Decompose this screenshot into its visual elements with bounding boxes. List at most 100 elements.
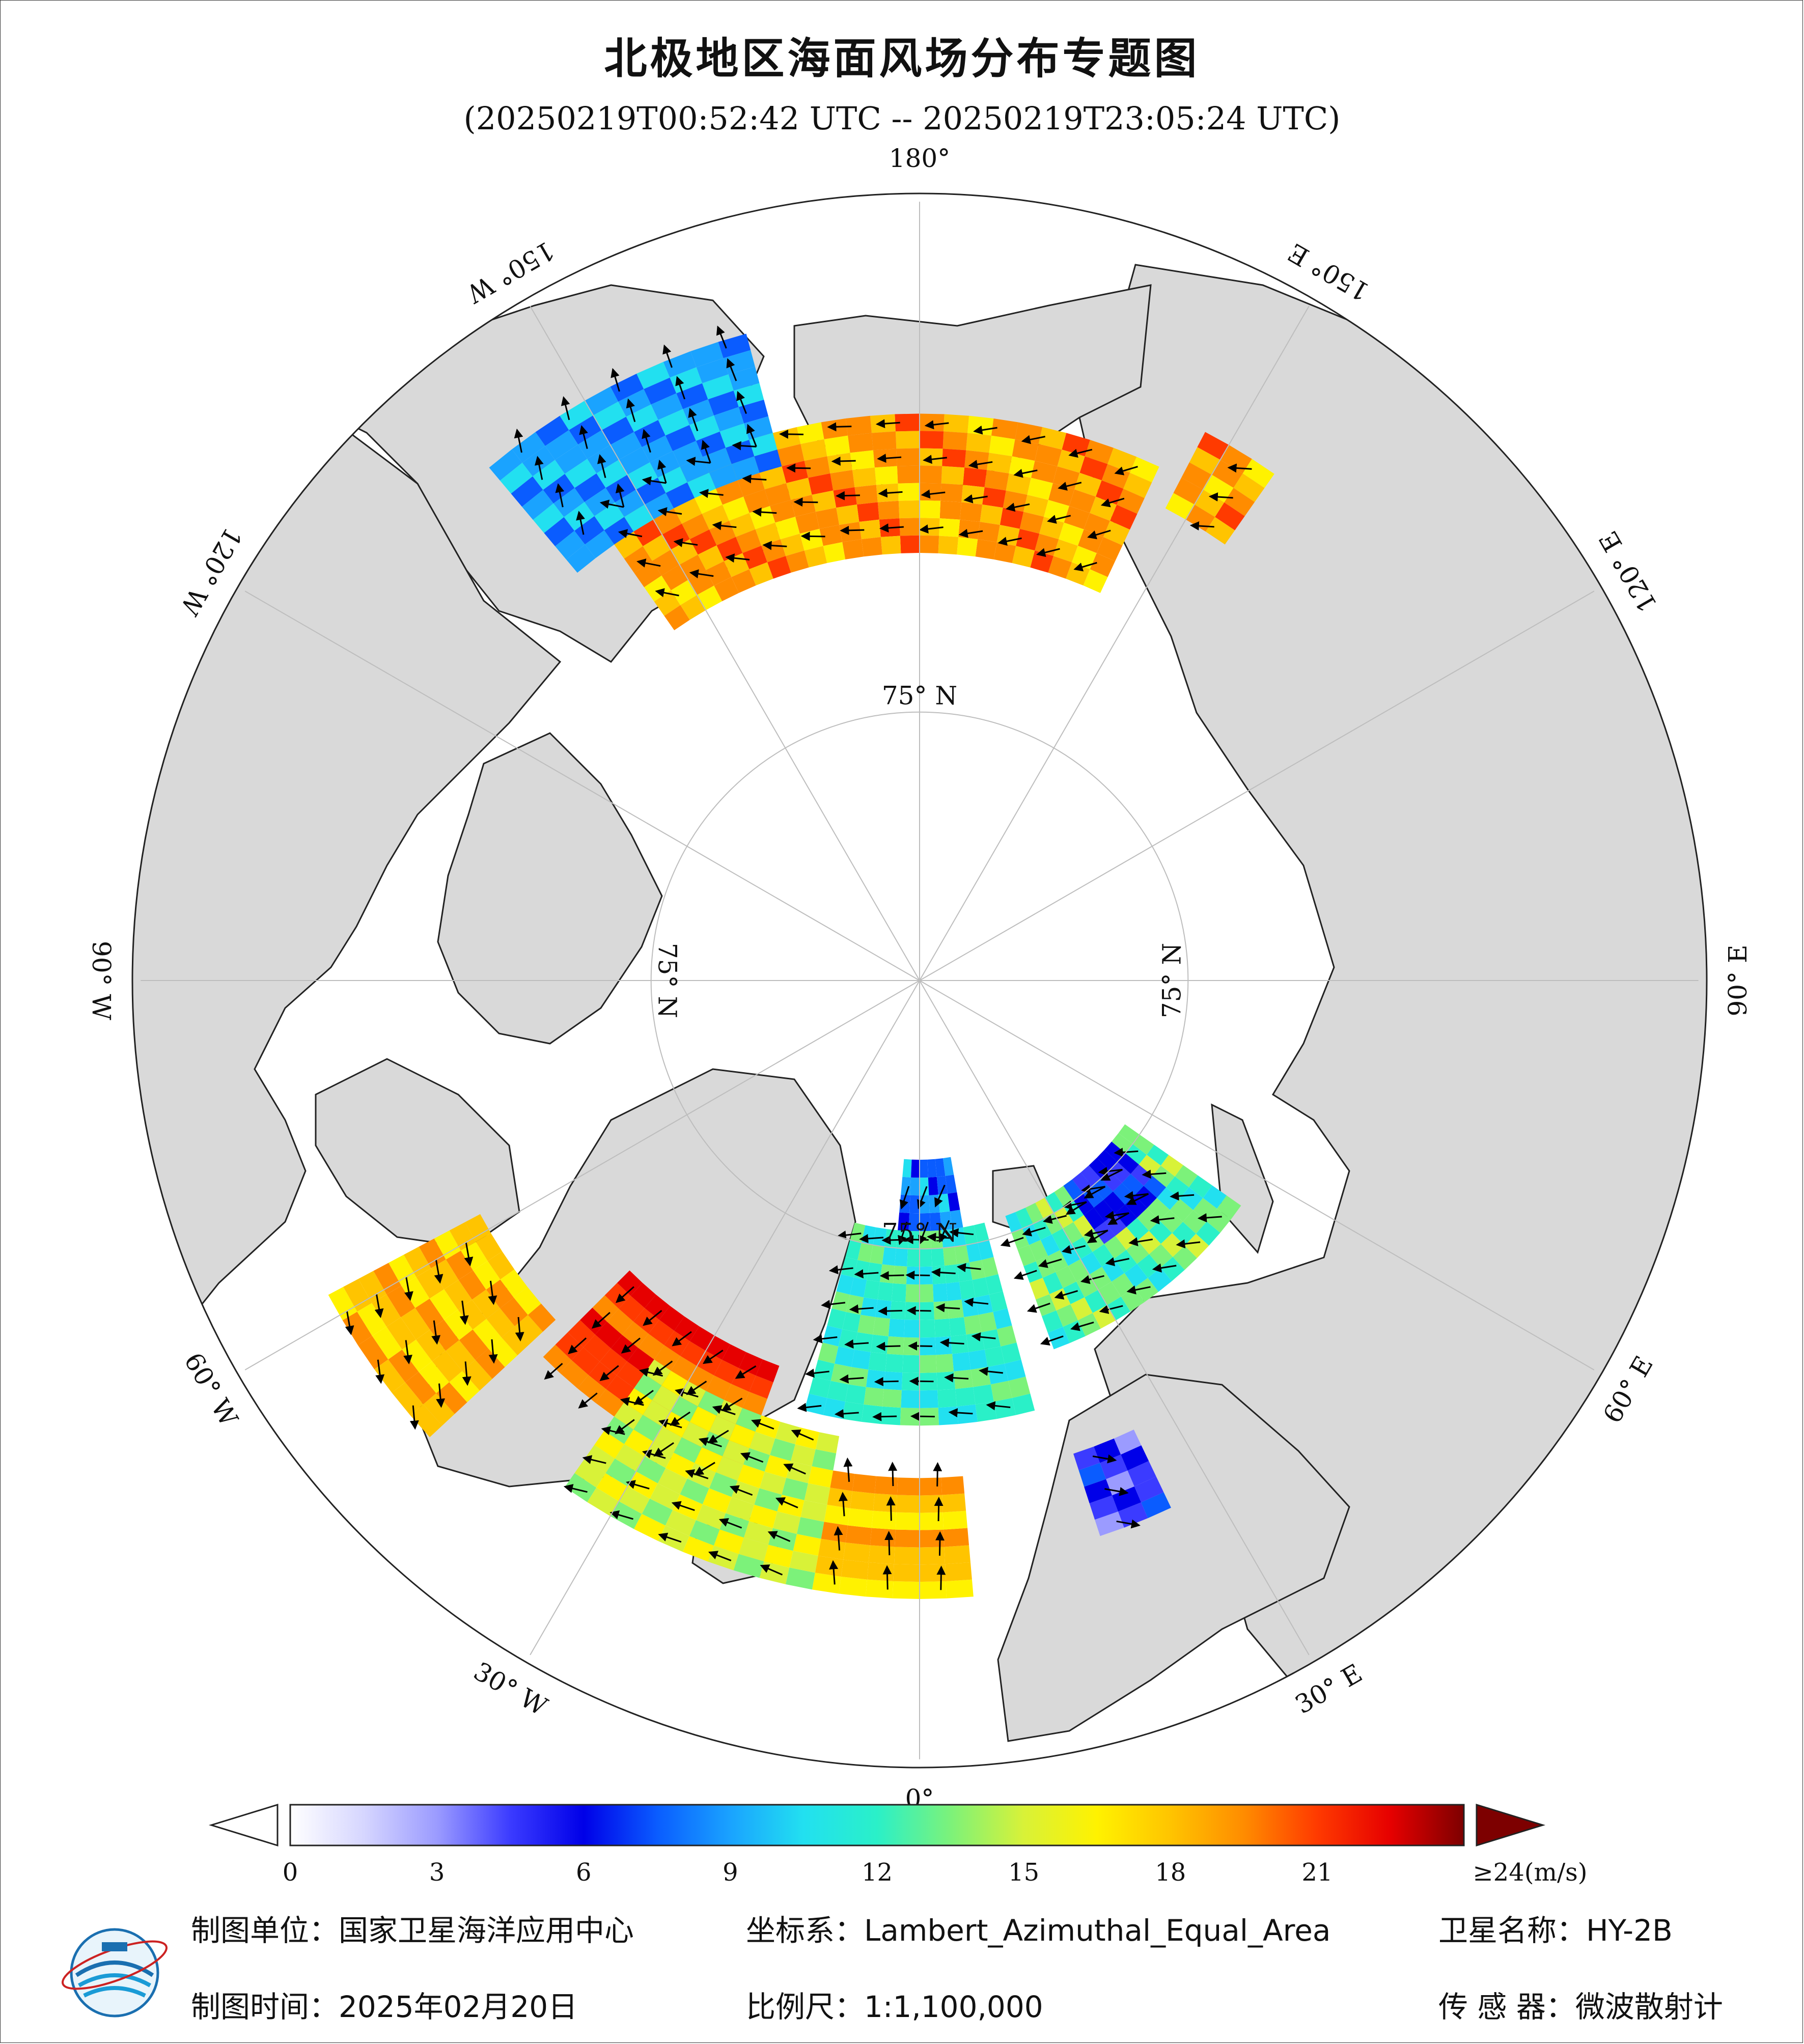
wind-cell (671, 1396, 698, 1422)
wind-cell (1109, 1162, 1131, 1183)
wind-cell (665, 1509, 696, 1536)
wind-arrows-5 (563, 1367, 814, 1576)
wind-cell (511, 476, 543, 507)
wind-cell (982, 487, 1006, 508)
footer-crs: 坐标系：Lambert_Azimuthal_Equal_Area (746, 1913, 1331, 1948)
map-border (131, 192, 1708, 1769)
wind-cell (627, 1471, 658, 1499)
wind-cell (842, 539, 864, 559)
wind-cell (1203, 1185, 1227, 1209)
wind-cell (882, 1246, 897, 1266)
wind-arrow (652, 1360, 673, 1376)
wind-arrow (964, 1298, 989, 1307)
wind-arrow (514, 428, 523, 453)
wind-cell (920, 1355, 937, 1373)
wind-arrow (1058, 482, 1082, 491)
wind-cell (885, 1354, 903, 1373)
wind-cell (1025, 1202, 1044, 1224)
wind-cell (955, 1387, 976, 1407)
wind-arrows-0 (599, 419, 1138, 597)
wind-cell (871, 1510, 897, 1530)
wind-arrow (1189, 521, 1214, 530)
wind-arrow (534, 456, 544, 480)
wind-cell (981, 1329, 1001, 1350)
wind-cell (1141, 1492, 1171, 1519)
wind-cell (749, 1432, 775, 1455)
wind-cell (486, 1279, 514, 1308)
wind-cell (444, 1280, 473, 1310)
wind-cell (950, 1210, 963, 1229)
wind-cell (839, 1577, 868, 1597)
wind-cell (657, 1468, 687, 1495)
wind-cell (850, 450, 875, 470)
wind-cell (852, 467, 876, 488)
wind-cell (967, 415, 994, 436)
wind-arrow (657, 507, 682, 517)
wind-cell (800, 439, 827, 461)
wind-cell (697, 585, 723, 610)
wind-arrow (579, 425, 588, 449)
wind-cell (895, 413, 920, 432)
wind-cell (920, 1320, 935, 1338)
wind-arrow (403, 1340, 412, 1365)
wind-arrow (712, 521, 737, 530)
wind-cell (975, 1294, 993, 1315)
wind-arrow (899, 1186, 910, 1210)
wind-cell (948, 1192, 960, 1212)
wind-arrow (434, 1259, 443, 1284)
wind-cell (904, 1320, 920, 1338)
wind-cell (938, 536, 959, 555)
wind-cell (743, 1521, 773, 1545)
wind-arrow (601, 1426, 625, 1435)
wind-cell (372, 1326, 402, 1360)
wind-arrow (1104, 1211, 1129, 1220)
wind-cell (657, 466, 687, 493)
wind-cell (1070, 1297, 1093, 1321)
wind-cell (928, 1177, 938, 1195)
wind-cell (1136, 1208, 1160, 1231)
wind-cell (900, 535, 920, 553)
wind-cell (729, 1424, 756, 1448)
wind-arrow (462, 1361, 471, 1386)
wind-cell (1185, 505, 1215, 532)
wind-cell (512, 432, 545, 463)
wind-cell (996, 1325, 1017, 1347)
wind-cell (357, 1336, 388, 1369)
wind-cell (835, 1346, 855, 1367)
wind-cell (1112, 1133, 1133, 1153)
wind-cell (1039, 517, 1064, 540)
wind-cell (601, 416, 634, 445)
wind-arrow (997, 537, 1022, 546)
wind-arrow (568, 1337, 587, 1355)
wind-cell (1110, 505, 1137, 530)
wind-arrow (576, 511, 585, 535)
wind-cell (560, 400, 594, 430)
wind-cell (596, 460, 628, 488)
wind-cell (984, 470, 1009, 491)
wind-cell (1012, 439, 1039, 461)
wind-arrow (721, 1397, 743, 1411)
wind-cell (458, 1299, 487, 1330)
wind-arrow (934, 1185, 946, 1208)
wind-cell (827, 1308, 846, 1329)
wind-cell (715, 480, 744, 505)
wind-arrow (1197, 1213, 1222, 1222)
wind-arrow (1126, 1193, 1149, 1205)
wind-cell (867, 1262, 882, 1282)
wind-cell (554, 444, 588, 474)
wind-cell (845, 1525, 872, 1546)
wind-cell (630, 1282, 656, 1308)
wind-cell (585, 530, 615, 558)
wind-cell (1160, 1155, 1183, 1177)
wind-cell (1183, 1210, 1207, 1234)
map-content (132, 202, 1707, 1759)
wind-cell (902, 1355, 920, 1373)
wind-cell (636, 361, 670, 389)
wind-arrow (642, 476, 667, 486)
graticule (141, 202, 1699, 1759)
wind-cell (939, 1211, 953, 1230)
wind-arrow (905, 1270, 930, 1280)
wind-cell (636, 478, 666, 505)
